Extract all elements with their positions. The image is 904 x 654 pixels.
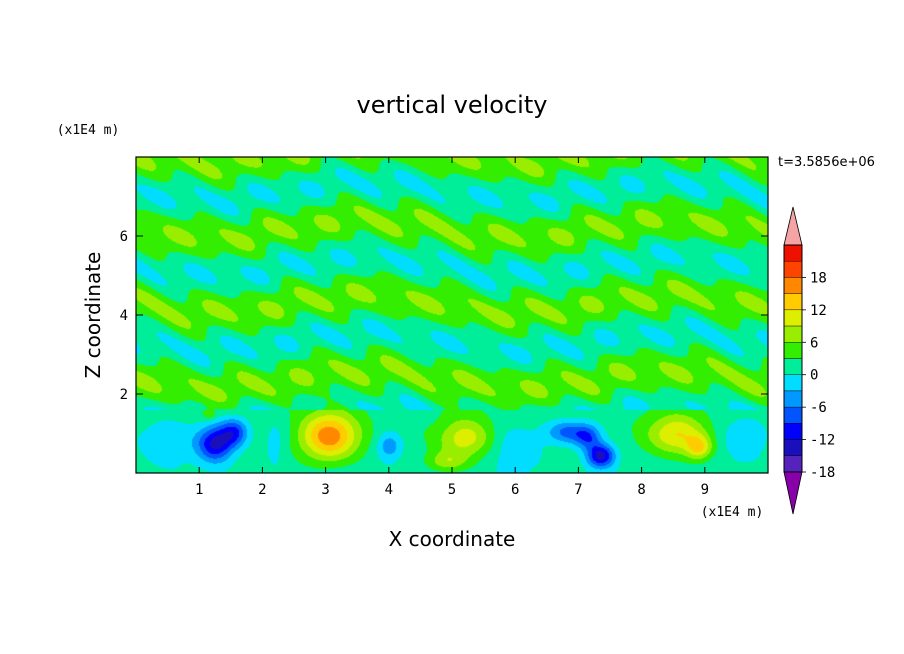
y-axis-unit-label: (x1E4 m) (57, 123, 120, 138)
x-axis-unit-label: (x1E4 m) (701, 505, 764, 520)
colorbar-segment (783, 374, 803, 392)
colorbar-label: 6 (810, 335, 818, 351)
x-tick-label: 1 (195, 482, 203, 498)
colorbar-segment (783, 261, 803, 278)
x-axis-title: X coordinate (389, 527, 516, 551)
colorbar: 18 12 6 0 -6 -12 -18 (783, 206, 835, 515)
x-tick-label: 6 (511, 482, 519, 498)
colorbar-label: -6 (810, 400, 827, 416)
x-tick-label: 7 (574, 482, 582, 498)
y-axis: 2 4 6 (120, 229, 768, 403)
x-tick-label: 4 (385, 482, 393, 498)
x-tick-label: 8 (637, 482, 645, 498)
colorbar-segment (783, 293, 803, 311)
colorbar-label: -18 (810, 465, 835, 481)
x-axis: 1 2 3 4 5 6 7 8 9 (195, 157, 709, 498)
heatmap-field (136, 157, 768, 473)
chart-title: vertical velocity (357, 91, 548, 119)
colorbar-segment (783, 309, 803, 327)
colorbar-label: 18 (810, 270, 827, 286)
y-tick-label: 6 (120, 229, 128, 245)
colorbar-segment (783, 244, 803, 262)
colorbar-label: -12 (810, 433, 835, 449)
colorbar-segment (783, 358, 803, 375)
colorbar-segment (783, 277, 803, 294)
x-tick-label: 3 (321, 482, 329, 498)
colorbar-extend-max (783, 206, 803, 246)
colorbar-segment (783, 423, 803, 440)
y-axis-title: Z coordinate (81, 252, 105, 379)
time-label: t=3.5856e+06 (778, 155, 875, 170)
colorbar-segment (783, 325, 803, 343)
x-tick-label: 9 (701, 482, 709, 498)
colorbar-segment (783, 390, 803, 408)
y-tick-label: 4 (120, 308, 128, 324)
colorbar-label: 12 (810, 303, 827, 319)
colorbar-frame (783, 244, 803, 473)
colorbar-label: 0 (810, 368, 818, 384)
colorbar-segment (783, 406, 803, 424)
y-tick-label: 2 (120, 387, 128, 403)
colorbar-segment (783, 439, 803, 456)
colorbar-segment (783, 342, 803, 359)
colorbar-extend-min (783, 471, 803, 515)
x-tick-label: 5 (448, 482, 456, 498)
x-tick-label: 2 (258, 482, 266, 498)
contour-image (136, 157, 768, 473)
colorbar-segment (783, 455, 803, 473)
